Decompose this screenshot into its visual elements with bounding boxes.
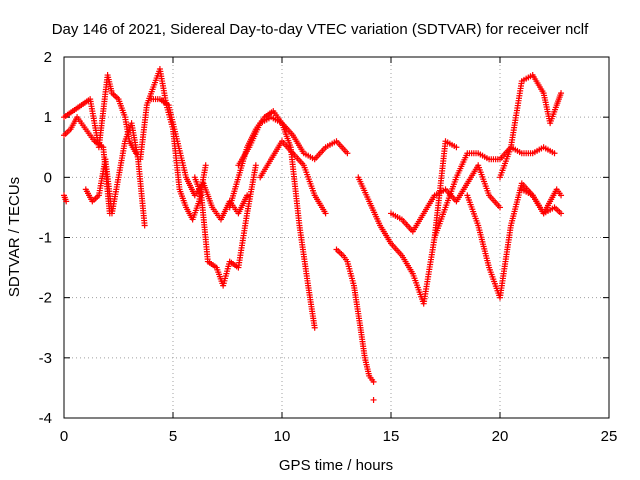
chart-title: Day 146 of 2021, Sidereal Day-to-day VTE…	[52, 21, 589, 38]
y-tick-label: 2	[44, 49, 52, 66]
data-point	[244, 192, 251, 199]
x-tick-label: 5	[169, 428, 177, 445]
data-point	[311, 324, 318, 331]
series-sat-r	[518, 186, 565, 217]
y-axis-label: SDTVAR / TECUs	[6, 177, 23, 297]
data-point	[370, 378, 377, 385]
series-sat-f	[148, 96, 251, 223]
series-sat-i	[235, 114, 351, 169]
y-tick-label: 1	[44, 109, 52, 126]
data-point	[252, 162, 259, 169]
series-sat-m	[370, 396, 377, 403]
series-sat-c	[61, 192, 70, 205]
series-sat-o	[431, 144, 558, 241]
series-sat-d	[82, 120, 148, 229]
x-axis-label: GPS time / hours	[279, 457, 393, 474]
data-point	[370, 396, 377, 403]
x-tick-label: 0	[60, 428, 68, 445]
data-point	[453, 144, 460, 151]
data-point	[558, 90, 565, 97]
x-tick-label: 10	[274, 428, 291, 445]
data-point	[202, 162, 209, 169]
data-point	[497, 204, 503, 211]
series-sat-n	[388, 162, 503, 235]
series-sat-k	[333, 246, 377, 385]
gridlines	[64, 57, 609, 418]
y-tick-label: -3	[39, 350, 52, 367]
data-point	[558, 192, 565, 199]
data-point	[63, 198, 70, 205]
y-tick-label: -1	[39, 230, 52, 247]
data-series	[61, 66, 565, 403]
series-sat-g	[191, 162, 259, 289]
series-sat-q	[497, 72, 565, 181]
x-tick-label: 25	[601, 428, 618, 445]
data-point	[551, 150, 558, 157]
data-point	[344, 150, 351, 157]
data-point	[558, 210, 565, 217]
x-tick-label: 20	[492, 428, 509, 445]
data-point	[322, 210, 329, 217]
series-sat-j	[257, 138, 329, 217]
series-sat-l	[355, 138, 460, 307]
x-tick-label: 15	[383, 428, 400, 445]
y-tick-label: -4	[39, 410, 52, 427]
y-tick-label: 0	[44, 169, 52, 186]
series-sat-p	[464, 180, 565, 301]
y-tick-label: -2	[39, 290, 52, 307]
data-point	[141, 222, 148, 229]
